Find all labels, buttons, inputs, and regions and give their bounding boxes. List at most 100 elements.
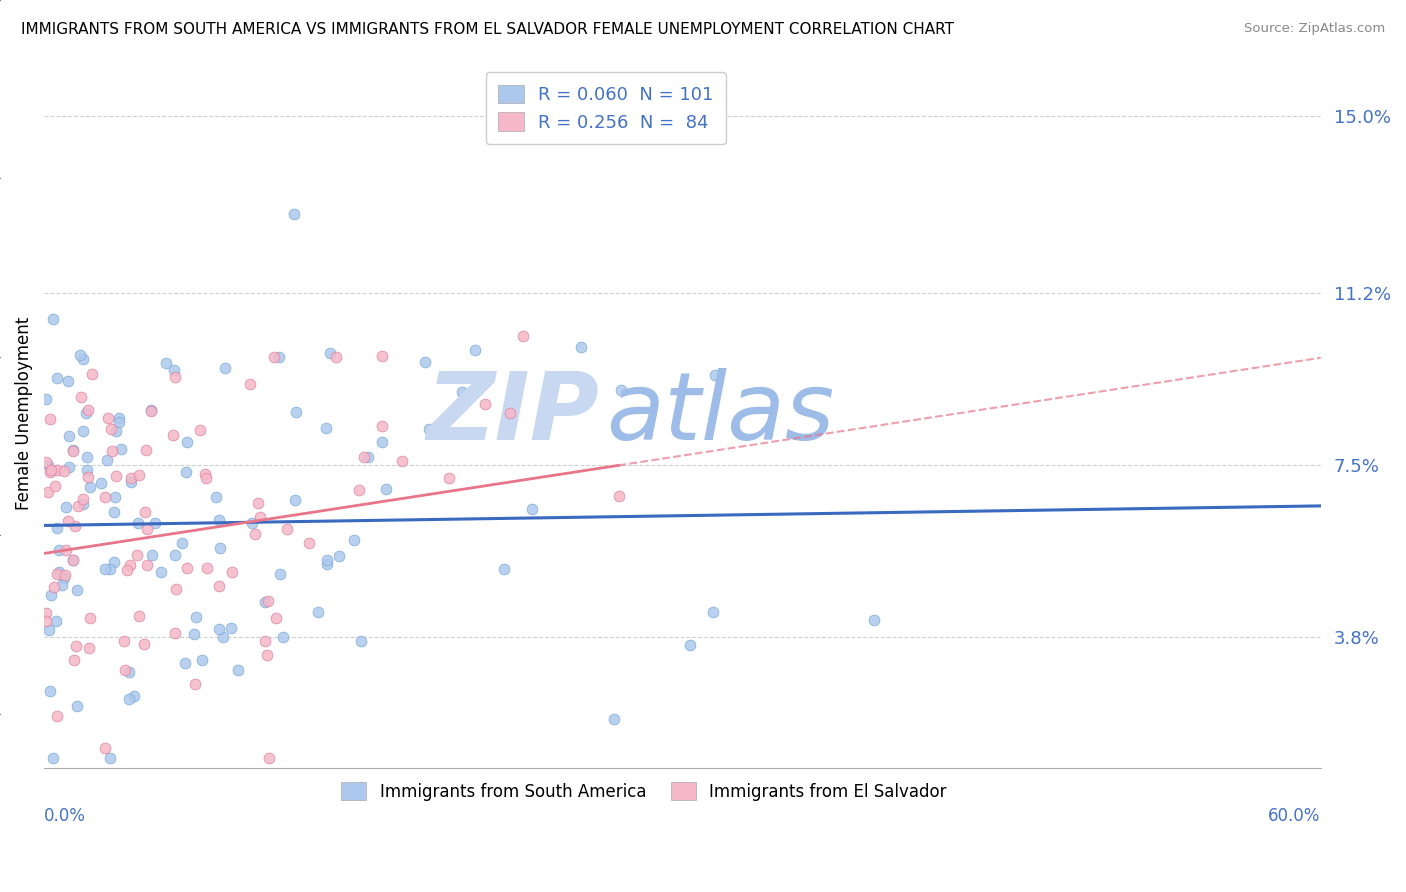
Point — [118, 558, 141, 572]
Point — [183, 627, 205, 641]
Point — [63, 519, 86, 533]
Text: ZIP: ZIP — [426, 368, 599, 459]
Point — [325, 350, 347, 364]
Point — [163, 363, 186, 377]
Point — [42, 311, 65, 326]
Point — [418, 422, 440, 436]
Point — [256, 648, 278, 663]
Point — [62, 553, 84, 567]
Point — [212, 630, 235, 644]
Point — [108, 411, 131, 425]
Point — [391, 453, 413, 467]
Point — [315, 553, 337, 567]
Point — [52, 464, 75, 478]
Point — [370, 350, 392, 364]
Point — [375, 482, 398, 496]
Point — [98, 751, 121, 765]
Point — [863, 613, 886, 627]
Point — [194, 467, 217, 482]
Point — [194, 471, 217, 485]
Point — [46, 520, 69, 534]
Point — [328, 549, 350, 563]
Point — [253, 634, 276, 648]
Point — [72, 497, 94, 511]
Point — [240, 516, 263, 531]
Point — [209, 541, 232, 556]
Point — [370, 418, 392, 433]
Point — [45, 708, 67, 723]
Point — [53, 568, 76, 582]
Point — [105, 468, 128, 483]
Point — [114, 663, 136, 677]
Point — [315, 421, 337, 435]
Point — [219, 621, 242, 635]
Point — [90, 476, 112, 491]
Point — [75, 406, 97, 420]
Point — [257, 751, 280, 765]
Point — [62, 442, 84, 457]
Point — [247, 496, 270, 510]
Point — [132, 637, 155, 651]
Point — [283, 493, 305, 508]
Point — [45, 371, 67, 385]
Point — [195, 561, 218, 575]
Point — [97, 411, 120, 425]
Point — [135, 522, 157, 536]
Point — [79, 480, 101, 494]
Point — [704, 368, 727, 382]
Point — [283, 207, 305, 221]
Point — [125, 548, 148, 562]
Point — [319, 346, 342, 360]
Point — [512, 329, 534, 343]
Point — [134, 505, 156, 519]
Point — [569, 340, 592, 354]
Point — [77, 640, 100, 655]
Point — [35, 392, 58, 406]
Text: atlas: atlas — [606, 368, 834, 459]
Point — [214, 361, 236, 376]
Point — [56, 374, 79, 388]
Point — [127, 516, 149, 530]
Point — [188, 423, 211, 437]
Point — [37, 485, 59, 500]
Point — [52, 570, 75, 584]
Point — [103, 555, 125, 569]
Point — [100, 422, 122, 436]
Point — [35, 455, 58, 469]
Point — [253, 595, 276, 609]
Point — [35, 614, 58, 628]
Point — [39, 463, 62, 477]
Point — [44, 479, 66, 493]
Point — [118, 691, 141, 706]
Point — [139, 403, 162, 417]
Point — [149, 565, 172, 579]
Point — [165, 582, 187, 596]
Point — [35, 606, 58, 620]
Point — [353, 450, 375, 464]
Point — [110, 442, 132, 457]
Point — [249, 510, 271, 524]
Point — [464, 343, 486, 358]
Point — [104, 490, 127, 504]
Point — [65, 640, 87, 654]
Point — [58, 460, 80, 475]
Point — [45, 614, 67, 628]
Point — [46, 462, 69, 476]
Point — [115, 563, 138, 577]
Point — [128, 609, 150, 624]
Point — [208, 579, 231, 593]
Point — [343, 533, 366, 548]
Point — [117, 665, 139, 680]
Point — [62, 553, 84, 567]
Point — [207, 623, 229, 637]
Point — [349, 483, 371, 497]
Point — [357, 450, 380, 464]
Point — [492, 562, 515, 576]
Y-axis label: Female Unemployment: Female Unemployment — [15, 317, 32, 510]
Point — [121, 475, 143, 490]
Point — [62, 444, 84, 458]
Point — [76, 450, 98, 465]
Point — [271, 631, 294, 645]
Point — [93, 741, 115, 756]
Point — [63, 652, 86, 666]
